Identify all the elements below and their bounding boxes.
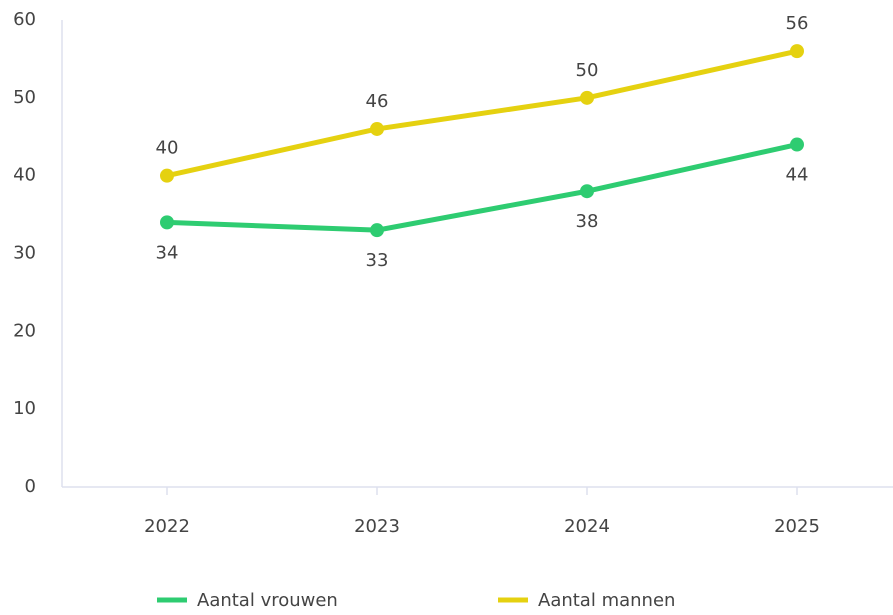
y-tick-label: 30 [13, 243, 36, 264]
data-point [370, 121, 384, 136]
data-label: 38 [576, 211, 599, 232]
x-tick-label: 2023 [354, 516, 400, 537]
y-tick-label: 10 [13, 398, 36, 419]
data-point [790, 137, 804, 152]
data-label: 46 [366, 91, 389, 112]
data-point [580, 90, 594, 105]
legend-label: Aantal vrouwen [197, 590, 338, 611]
y-tick-label: 20 [13, 320, 36, 341]
data-label: 33 [366, 250, 389, 271]
y-tick-label: 60 [13, 9, 36, 30]
x-tick-label: 2025 [774, 516, 820, 537]
y-tick-label: 40 [13, 165, 36, 186]
data-label: 40 [156, 138, 179, 159]
data-point [580, 184, 594, 199]
x-tick-label: 2022 [144, 516, 190, 537]
series-line [166, 142, 798, 233]
legend-label: Aantal mannen [538, 590, 675, 611]
data-point [790, 44, 804, 59]
data-label: 44 [786, 165, 809, 186]
y-tick-label: 0 [25, 476, 36, 497]
data-point [160, 168, 174, 183]
data-point [370, 223, 384, 238]
data-point [160, 215, 174, 230]
series-line [166, 48, 798, 179]
data-label: 34 [156, 242, 179, 263]
x-tick-label: 2024 [564, 516, 610, 537]
y-tick-label: 50 [13, 87, 36, 108]
data-label: 50 [576, 60, 599, 81]
data-label: 56 [786, 13, 809, 34]
